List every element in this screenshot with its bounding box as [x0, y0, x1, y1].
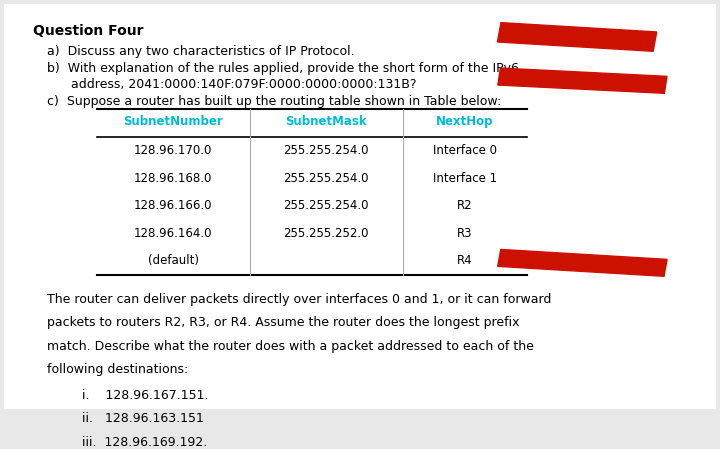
- Text: packets to routers R2, R3, or R4. Assume the router does the longest prefix: packets to routers R2, R3, or R4. Assume…: [47, 316, 519, 329]
- Text: R3: R3: [457, 227, 473, 240]
- Text: Interface 1: Interface 1: [433, 172, 497, 185]
- Text: Interface 0: Interface 0: [433, 144, 497, 157]
- Text: NextHop: NextHop: [436, 115, 494, 128]
- Text: 255.255.254.0: 255.255.254.0: [284, 199, 369, 212]
- Text: ii.   128.96.163.151: ii. 128.96.163.151: [83, 412, 204, 425]
- Text: a)  Discuss any two characteristics of IP Protocol.: a) Discuss any two characteristics of IP…: [47, 44, 354, 57]
- Text: iii.  128.96.169.192.: iii. 128.96.169.192.: [83, 436, 207, 449]
- Text: 255.255.252.0: 255.255.252.0: [284, 227, 369, 240]
- Polygon shape: [498, 22, 657, 51]
- Text: The router can deliver packets directly over interfaces 0 and 1, or it can forwa: The router can deliver packets directly …: [47, 293, 552, 306]
- Text: b)  With explanation of the rules applied, provide the short form of the IPv6: b) With explanation of the rules applied…: [47, 62, 518, 75]
- Text: R2: R2: [457, 199, 473, 212]
- Text: address, 2041:0000:140F:079F:0000:0000:0000:131B?: address, 2041:0000:140F:079F:0000:0000:0…: [47, 78, 416, 91]
- Text: following destinations:: following destinations:: [47, 363, 188, 376]
- Text: 255.255.254.0: 255.255.254.0: [284, 144, 369, 157]
- Text: 255.255.254.0: 255.255.254.0: [284, 172, 369, 185]
- Text: SubnetNumber: SubnetNumber: [123, 115, 223, 128]
- Text: SubnetMask: SubnetMask: [285, 115, 367, 128]
- Polygon shape: [498, 250, 667, 276]
- Polygon shape: [498, 68, 667, 93]
- Text: (default): (default): [148, 254, 199, 267]
- Text: 128.96.168.0: 128.96.168.0: [134, 172, 212, 185]
- Text: 128.96.164.0: 128.96.164.0: [134, 227, 212, 240]
- Text: match. Describe what the router does with a packet addressed to each of the: match. Describe what the router does wit…: [47, 340, 534, 353]
- Text: 128.96.166.0: 128.96.166.0: [134, 199, 212, 212]
- Text: 128.96.170.0: 128.96.170.0: [134, 144, 212, 157]
- Text: R4: R4: [457, 254, 473, 267]
- Text: Question Four: Question Four: [32, 24, 143, 38]
- Text: c)  Suppose a router has built up the routing table shown in Table below:: c) Suppose a router has built up the rou…: [47, 95, 501, 108]
- Text: i.    128.96.167.151.: i. 128.96.167.151.: [83, 389, 209, 402]
